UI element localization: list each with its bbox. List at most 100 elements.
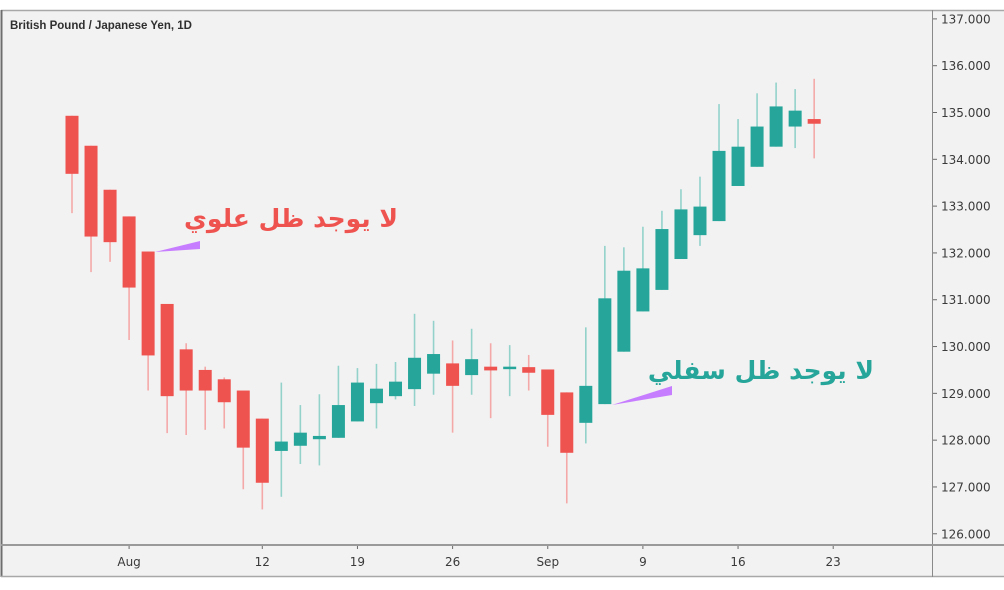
candle bbox=[560, 392, 574, 504]
candle bbox=[179, 343, 193, 436]
candle bbox=[84, 145, 98, 273]
candle bbox=[636, 226, 650, 312]
price-tick-label: 130.000 bbox=[941, 340, 991, 354]
candle-body bbox=[465, 359, 479, 376]
candles-group bbox=[65, 78, 821, 510]
candle bbox=[236, 390, 250, 490]
candle-body bbox=[84, 145, 98, 237]
chart-title: British Pound / Japanese Yen, 1D bbox=[10, 20, 192, 32]
candle-body bbox=[788, 110, 802, 127]
lower-annotation-pointer bbox=[612, 386, 672, 405]
candle bbox=[350, 368, 364, 422]
candle bbox=[293, 405, 307, 465]
candle-body bbox=[103, 189, 117, 243]
candle-body bbox=[141, 251, 155, 356]
price-tick-label: 135.000 bbox=[941, 106, 991, 120]
candle-body bbox=[350, 382, 364, 422]
candle bbox=[465, 328, 479, 395]
candle bbox=[484, 343, 498, 419]
candle-body bbox=[122, 216, 136, 288]
candle bbox=[103, 189, 117, 262]
price-tick-label: 133.000 bbox=[941, 200, 991, 214]
price-tick-label: 127.000 bbox=[941, 480, 991, 494]
price-tick-label: 131.000 bbox=[941, 293, 991, 307]
candle bbox=[312, 394, 326, 466]
candle bbox=[731, 119, 745, 186]
candle bbox=[788, 89, 802, 149]
candle bbox=[427, 320, 441, 395]
candle bbox=[198, 366, 212, 430]
price-tick-label: 136.000 bbox=[941, 59, 991, 73]
candle-body bbox=[369, 388, 383, 404]
time-tick-label: 12 bbox=[255, 555, 270, 569]
candle bbox=[598, 245, 612, 405]
candle bbox=[122, 216, 136, 340]
candle-body bbox=[217, 379, 231, 403]
candle bbox=[408, 313, 422, 406]
candle-body bbox=[446, 363, 460, 386]
candle-body bbox=[636, 268, 650, 312]
candle bbox=[769, 82, 783, 147]
candle bbox=[579, 327, 593, 444]
price-tick-label: 126.000 bbox=[941, 527, 991, 541]
candle-body bbox=[312, 435, 326, 440]
candle-body bbox=[236, 390, 250, 448]
candle-body bbox=[65, 115, 79, 174]
time-tick-label: 23 bbox=[826, 555, 841, 569]
candle bbox=[617, 247, 631, 352]
price-axis[interactable]: 137.000 136.000 135.000 134.000 133.000 132.0… bbox=[933, 12, 991, 541]
time-tick-label: 16 bbox=[730, 555, 745, 569]
candle bbox=[522, 354, 536, 391]
price-tick-label: 132.000 bbox=[941, 246, 991, 260]
candle-body bbox=[331, 405, 345, 438]
candle bbox=[446, 340, 460, 433]
candle bbox=[141, 251, 155, 391]
candle-body bbox=[484, 366, 498, 371]
candle bbox=[217, 377, 231, 429]
time-axis[interactable]: Aug 12 19 26 Sep 9 16 23 bbox=[117, 546, 841, 569]
candle-body bbox=[693, 206, 707, 236]
price-tick-label: 137.000 bbox=[941, 12, 991, 26]
candle-body bbox=[389, 381, 403, 397]
candle bbox=[389, 361, 403, 400]
candle-body bbox=[579, 385, 593, 423]
price-tick-label: 128.000 bbox=[941, 434, 991, 448]
time-tick-label: 19 bbox=[350, 555, 365, 569]
candle-body bbox=[655, 229, 669, 290]
candle-body bbox=[674, 209, 688, 260]
candle-body bbox=[712, 150, 726, 222]
candle-body bbox=[807, 119, 821, 124]
candle-body bbox=[293, 432, 307, 446]
candle bbox=[674, 189, 688, 260]
candle-body bbox=[598, 298, 612, 405]
candle bbox=[750, 93, 764, 167]
candle bbox=[65, 115, 79, 214]
candle bbox=[655, 210, 669, 290]
candle-body bbox=[408, 357, 422, 390]
candle-body bbox=[427, 354, 441, 374]
candle-body bbox=[503, 366, 517, 370]
candle-body bbox=[750, 126, 764, 167]
candle bbox=[255, 418, 269, 510]
candle bbox=[331, 365, 345, 438]
candle-body bbox=[541, 369, 555, 415]
time-tick-label: Aug bbox=[117, 555, 140, 569]
upper-shadow-annotation: لا يوجد ظل علوي bbox=[184, 204, 398, 233]
candle-body bbox=[255, 418, 269, 483]
candle bbox=[807, 78, 821, 159]
candle bbox=[274, 382, 288, 497]
candle bbox=[160, 303, 174, 434]
price-tick-label: 129.000 bbox=[941, 387, 991, 401]
chart-background bbox=[1, 10, 1004, 577]
candle-body bbox=[198, 369, 212, 391]
candle bbox=[503, 345, 517, 397]
time-tick-label: 26 bbox=[445, 555, 460, 569]
price-tick-label: 134.000 bbox=[941, 153, 991, 167]
lower-shadow-annotation: لا يوجد ظل سفلي bbox=[647, 356, 875, 385]
candle-body bbox=[731, 146, 745, 186]
candle-body bbox=[274, 441, 288, 451]
candle-body bbox=[179, 349, 193, 391]
candle-body bbox=[160, 303, 174, 397]
candle-body bbox=[560, 392, 574, 453]
